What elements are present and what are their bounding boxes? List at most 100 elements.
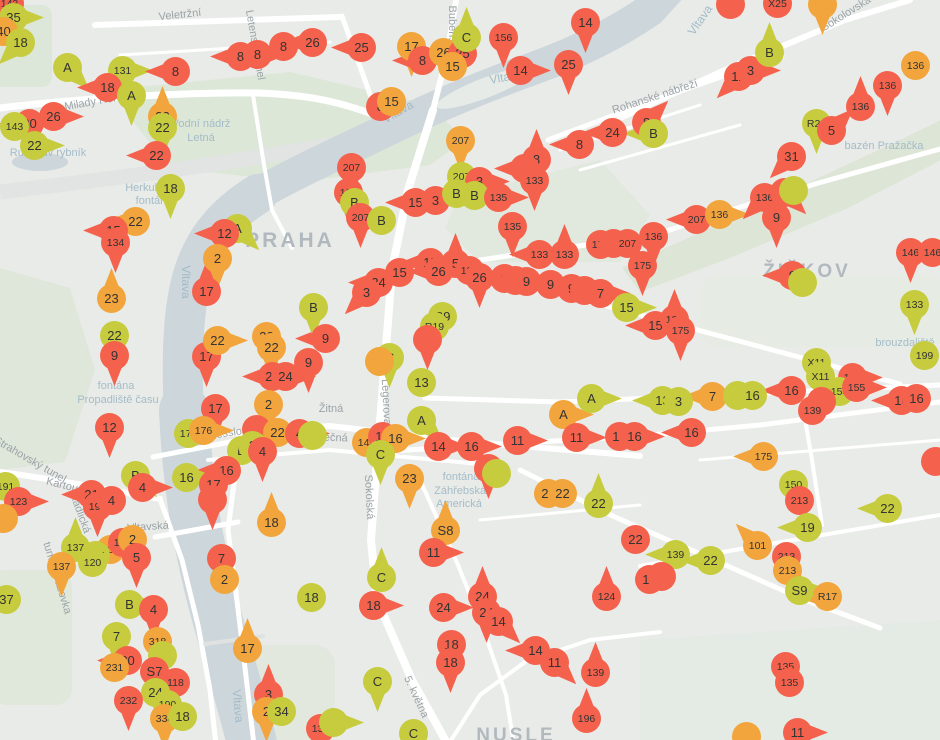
vehicle-marker[interactable]: 22 <box>257 333 286 362</box>
vehicle-marker[interactable]: 16 <box>172 463 217 492</box>
vehicle-marker[interactable]: A <box>577 384 622 413</box>
vehicle-marker[interactable]: 137 <box>47 552 76 581</box>
vehicle-marker[interactable]: 135 <box>484 183 529 212</box>
vehicle-marker[interactable]: 124 <box>592 582 621 611</box>
vehicle-marker[interactable] <box>788 268 817 297</box>
vehicle-marker[interactable]: 31 <box>777 142 806 171</box>
vehicle-marker[interactable] <box>365 347 394 376</box>
vehicle-marker[interactable]: 18 <box>156 174 185 203</box>
vehicle-marker[interactable]: 9 <box>100 341 129 370</box>
vehicle-marker[interactable]: 15 <box>377 87 406 116</box>
vehicle-marker[interactable]: 207 <box>446 126 475 155</box>
vehicle-marker[interactable]: 199 <box>910 341 939 370</box>
vehicle-marker[interactable]: 8 <box>565 130 594 159</box>
vehicle-marker[interactable]: 15 <box>438 52 467 81</box>
vehicle-marker[interactable]: 25 <box>554 50 583 79</box>
vehicle-marker[interactable]: 3 <box>352 278 381 307</box>
vehicle-marker[interactable]: 143 <box>0 112 29 141</box>
vehicle-marker[interactable]: 22 <box>584 489 613 518</box>
vehicle-marker[interactable]: 2 <box>210 565 239 594</box>
vehicle-marker[interactable]: 8 <box>269 32 298 61</box>
vehicle-marker[interactable]: B <box>639 119 668 148</box>
vehicle-marker[interactable]: 213 <box>785 486 814 515</box>
vehicle-marker[interactable] <box>198 485 227 514</box>
vehicle-marker[interactable]: 146 <box>918 238 940 267</box>
vehicle-marker[interactable]: 120 <box>78 548 107 577</box>
vehicle-marker[interactable]: C <box>363 667 392 696</box>
vehicle-marker[interactable]: A <box>407 406 436 435</box>
vehicle-marker[interactable]: R17 <box>813 582 842 611</box>
vehicle-marker[interactable]: 22 <box>148 113 177 142</box>
vehicle-marker[interactable]: 18 <box>436 648 465 677</box>
vehicle-marker[interactable]: 12 <box>210 219 239 248</box>
vehicle-marker[interactable] <box>298 421 327 450</box>
vehicle-marker[interactable]: 101 <box>743 531 772 560</box>
vehicle-marker[interactable]: 8 <box>161 57 190 86</box>
vehicle-marker[interactable]: 11 <box>503 426 548 455</box>
vehicle-marker[interactable]: 23 <box>97 284 126 313</box>
vehicle-marker[interactable] <box>716 0 745 19</box>
vehicle-marker[interactable] <box>482 459 511 488</box>
vehicle-marker[interactable]: 133 <box>520 166 549 195</box>
vehicle-marker[interactable]: 9 <box>294 348 323 377</box>
vehicle-marker[interactable]: B <box>367 206 396 235</box>
vehicle-marker[interactable]: 14 <box>424 432 469 461</box>
vehicle-marker[interactable]: 14 <box>484 607 513 636</box>
vehicle-marker[interactable]: 14 <box>571 8 600 37</box>
vehicle-marker[interactable]: 18 <box>6 28 35 57</box>
vehicle-marker[interactable]: 4 <box>128 473 173 502</box>
vehicle-marker[interactable]: 133 <box>550 240 579 269</box>
vehicle-marker[interactable] <box>413 325 442 354</box>
vehicle-marker[interactable]: 11 <box>419 538 464 567</box>
vehicle-marker[interactable]: 3 <box>664 387 693 416</box>
vehicle-marker[interactable]: 16 <box>677 418 706 447</box>
vehicle-marker[interactable]: 9 <box>762 203 791 232</box>
vehicle-marker[interactable]: 175 <box>749 442 778 471</box>
vehicle-marker[interactable]: 18 <box>297 583 326 612</box>
vehicle-marker[interactable]: 196 <box>572 704 601 733</box>
vehicle-marker[interactable]: B <box>755 38 784 67</box>
vehicle-marker[interactable]: 13 <box>407 368 436 397</box>
vehicle-marker[interactable]: 4 <box>97 486 126 515</box>
vehicle-marker[interactable]: 5 <box>122 543 151 572</box>
vehicle-marker[interactable]: 34 <box>267 697 296 726</box>
vehicle-marker[interactable]: 16 <box>902 384 931 413</box>
vehicle-marker[interactable]: 26 <box>424 257 453 286</box>
vehicle-marker[interactable]: 176 <box>189 416 234 445</box>
vehicle-marker[interactable]: 2 <box>203 244 232 273</box>
vehicle-marker[interactable]: X25 <box>763 0 792 18</box>
vehicle-marker[interactable]: 134 <box>101 228 130 257</box>
vehicle-marker[interactable]: 23 <box>395 464 424 493</box>
vehicle-marker[interactable]: 207 <box>337 153 366 182</box>
vehicle-marker[interactable]: A <box>53 53 82 82</box>
vehicle-marker[interactable]: 15 <box>612 293 657 322</box>
vehicle-marker[interactable]: 136 <box>639 222 668 251</box>
vehicle-marker[interactable]: 7 <box>586 279 631 308</box>
vehicle-marker[interactable]: 136 <box>705 200 750 229</box>
vehicle-marker[interactable]: 136 <box>873 71 902 100</box>
vehicle-marker[interactable]: 26 <box>465 263 494 292</box>
vehicle-marker[interactable] <box>647 562 676 591</box>
vehicle-marker[interactable]: 24 <box>598 118 627 147</box>
vehicle-marker[interactable]: 37 <box>0 585 21 614</box>
vehicle-marker[interactable]: 19 <box>793 513 822 542</box>
vehicle-marker[interactable]: 9 <box>311 324 340 353</box>
vehicle-marker[interactable]: 14 <box>506 56 551 85</box>
vehicle-marker[interactable]: 22 <box>203 326 248 355</box>
vehicle-marker[interactable]: 16 <box>738 381 767 410</box>
vehicle-marker[interactable]: 22 <box>548 479 577 508</box>
vehicle-marker[interactable]: 22 <box>20 131 65 160</box>
vehicle-marker[interactable]: 2 <box>254 390 283 419</box>
vehicle-marker[interactable]: 18 <box>168 702 197 731</box>
vehicle-marker[interactable]: 24 <box>429 593 474 622</box>
vehicle-marker[interactable] <box>808 0 837 19</box>
vehicle-marker[interactable]: 135 <box>498 212 527 241</box>
vehicle-marker[interactable]: 16 <box>620 422 665 451</box>
vehicle-marker[interactable]: 136 <box>901 51 930 80</box>
vehicle-marker[interactable]: C <box>367 563 396 592</box>
vehicle-marker[interactable]: 8 <box>243 40 288 69</box>
vehicle-marker[interactable] <box>921 447 940 476</box>
vehicle-marker[interactable] <box>0 504 18 533</box>
vehicle-marker[interactable]: C <box>452 23 481 52</box>
